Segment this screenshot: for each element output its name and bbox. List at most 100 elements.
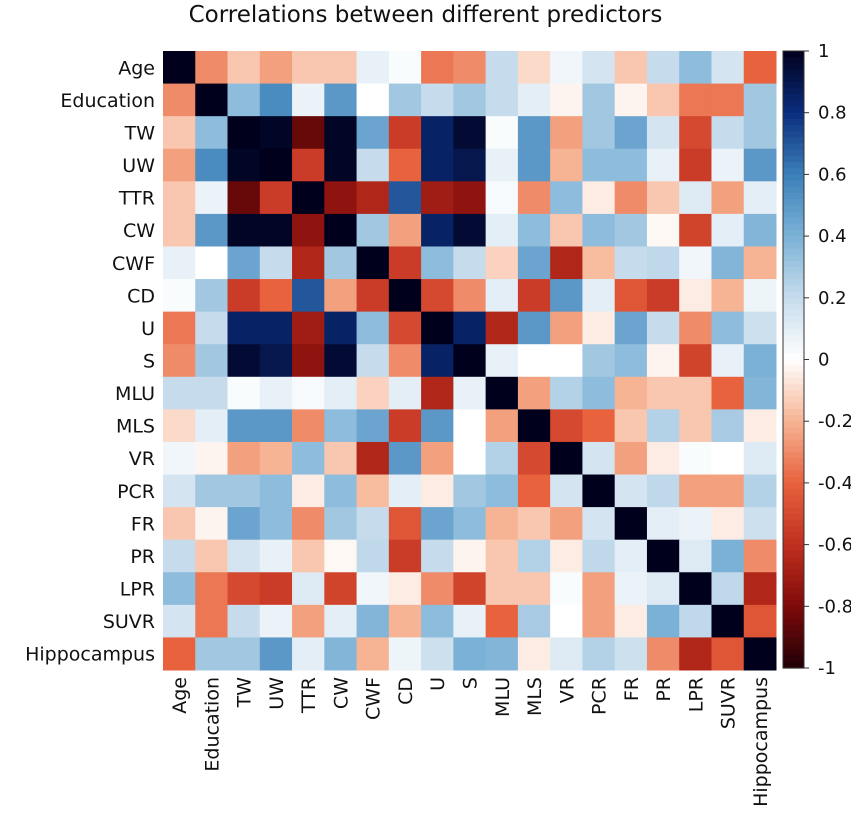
- colorbar-segment: [783, 340, 804, 348]
- heatmap-cell-cd-vr: [550, 279, 583, 313]
- heatmap-cell-cd-s: [453, 279, 487, 313]
- heatmap-cell-pcr-s: [453, 474, 487, 508]
- heatmap-cell-education-ttr: [292, 83, 325, 117]
- heatmap-cell-tw-pr: [646, 116, 680, 150]
- colorbar-segment: [783, 384, 804, 391]
- colorbar-segment: [783, 359, 804, 367]
- heatmap-cell-cw-s: [453, 213, 487, 247]
- heatmap-cell-hippocampus-cd: [388, 637, 422, 671]
- heatmap-cell-s-s: [453, 344, 487, 378]
- colorbar-segment: [783, 544, 804, 552]
- heatmap-cell-fr-fr: [614, 507, 648, 541]
- heatmap-cell-suvr-u: [421, 604, 454, 638]
- heatmap-cell-mlu-u: [421, 376, 454, 410]
- heatmap-cell-cwf-mlu: [485, 246, 519, 280]
- heatmap-cell-tw-hippocampus: [743, 116, 777, 150]
- colorbar-segment: [783, 556, 804, 564]
- heatmap-cell-uw-suvr: [711, 148, 745, 182]
- heatmap-cell-cd-age: [163, 279, 196, 313]
- heatmap-cell-lpr-education: [195, 572, 229, 606]
- heatmap-cell-lpr-mlu: [485, 572, 519, 606]
- heatmap-cell-education-lpr: [679, 83, 712, 117]
- heatmap-cell-education-cd: [388, 83, 422, 117]
- colorbar-segment: [783, 489, 804, 496]
- heatmap-cell-pcr-ttr: [292, 474, 325, 508]
- heatmap-cell-cd-fr: [614, 279, 648, 313]
- heatmap-cell-lpr-ttr: [292, 572, 325, 606]
- heatmap-cell-u-lpr: [679, 311, 712, 345]
- heatmap-cell-ttr-ttr: [292, 181, 325, 215]
- heatmap-cell-mls-lpr: [679, 409, 712, 443]
- heatmap-cell-education-u: [421, 83, 454, 117]
- heatmap-cell-mlu-age: [163, 376, 196, 410]
- column-label-tw: TW: [234, 677, 256, 709]
- heatmap-cell-cwf-lpr: [679, 246, 712, 280]
- heatmap-cell-cw-cw: [324, 213, 358, 247]
- heatmap-cell-cw-tw: [227, 213, 261, 247]
- heatmap-cell-age-education: [195, 51, 229, 85]
- heatmap-cell-cw-cwf: [356, 213, 390, 247]
- colorbar-segment: [783, 285, 804, 293]
- heatmap-cell-hippocampus-cwf: [356, 637, 390, 671]
- heatmap-cell-mls-ttr: [292, 409, 325, 443]
- heatmap-cell-s-education: [195, 344, 229, 378]
- heatmap-cell-education-age: [163, 83, 196, 117]
- heatmap-cell-lpr-u: [421, 572, 454, 606]
- heatmap-cell-ttr-u: [421, 181, 454, 215]
- heatmap-cell-cd-pcr: [582, 279, 616, 313]
- heatmap-cell-uw-cwf: [356, 148, 390, 182]
- heatmap-cell-cwf-hippocampus: [743, 246, 777, 280]
- colorbar-segment: [783, 303, 804, 311]
- column-label-lpr: LPR: [685, 677, 707, 712]
- chart-title: Correlations between different predictor…: [188, 2, 663, 28]
- heatmap-cell-pcr-tw: [227, 474, 261, 508]
- colorbar-segment: [783, 236, 804, 243]
- heatmap-cell-pr-ttr: [292, 539, 325, 573]
- heatmap-cell-suvr-mls: [517, 604, 551, 638]
- heatmap-cell-cw-lpr: [679, 213, 712, 247]
- heatmap-cell-fr-vr: [550, 507, 583, 541]
- heatmap-cell-mlu-hippocampus: [743, 376, 777, 410]
- colorbar-segment: [783, 618, 804, 626]
- heatmap-cell-ttr-cw: [324, 181, 358, 215]
- heatmap-cell-vr-tw: [227, 441, 261, 476]
- heatmap-cell-mls-pcr: [582, 409, 616, 443]
- heatmap-cell-age-hippocampus: [743, 51, 777, 85]
- colorbar-segment: [783, 630, 804, 638]
- heatmap-cell-cwf-fr: [614, 246, 648, 280]
- heatmap-cell-pcr-age: [163, 474, 196, 508]
- colorbar-segment: [783, 125, 804, 132]
- heatmap-cell-tw-pcr: [582, 116, 616, 150]
- heatmap-cell-pcr-pr: [646, 474, 680, 508]
- heatmap-cell-vr-vr: [550, 441, 583, 476]
- heatmap-cell-uw-uw: [259, 148, 293, 182]
- heatmap-cell-lpr-fr: [614, 572, 648, 606]
- colorbar-segment: [783, 75, 804, 83]
- heatmap-cell-s-tw: [227, 344, 261, 378]
- heatmap-cell-education-s: [453, 83, 487, 117]
- heatmap-cell-age-mls: [517, 51, 551, 85]
- heatmap-cell-suvr-cd: [388, 604, 422, 638]
- heatmap-cell-ttr-education: [195, 181, 229, 215]
- column-label-u: U: [427, 677, 449, 691]
- row-label-cwf: CWF: [112, 253, 155, 275]
- heatmap-cell-u-fr: [614, 311, 648, 345]
- heatmap-cell-uw-ttr: [292, 148, 325, 182]
- colorbar-segment: [783, 334, 804, 342]
- colorbar-segment: [783, 353, 804, 361]
- heatmap-cell-tw-tw: [227, 116, 261, 150]
- heatmap-cell-cd-hippocampus: [743, 279, 777, 313]
- heatmap-cell-hippocampus-mls: [517, 637, 551, 671]
- heatmap-cell-mlu-lpr: [679, 376, 712, 410]
- heatmap-cell-cwf-cwf: [356, 246, 390, 280]
- colorbar-segment: [783, 445, 804, 453]
- heatmap-cell-s-cd: [388, 344, 422, 378]
- colorbar-segment: [783, 106, 804, 114]
- colorbar-segment: [783, 149, 804, 157]
- column-label-cd: CD: [395, 677, 417, 705]
- colorbar-segment: [783, 408, 804, 416]
- heatmap-cell-fr-suvr: [711, 507, 745, 541]
- heatmap-cell-s-suvr: [711, 344, 745, 378]
- heatmap-cell-lpr-vr: [550, 572, 583, 606]
- colorbar-segment: [783, 180, 804, 188]
